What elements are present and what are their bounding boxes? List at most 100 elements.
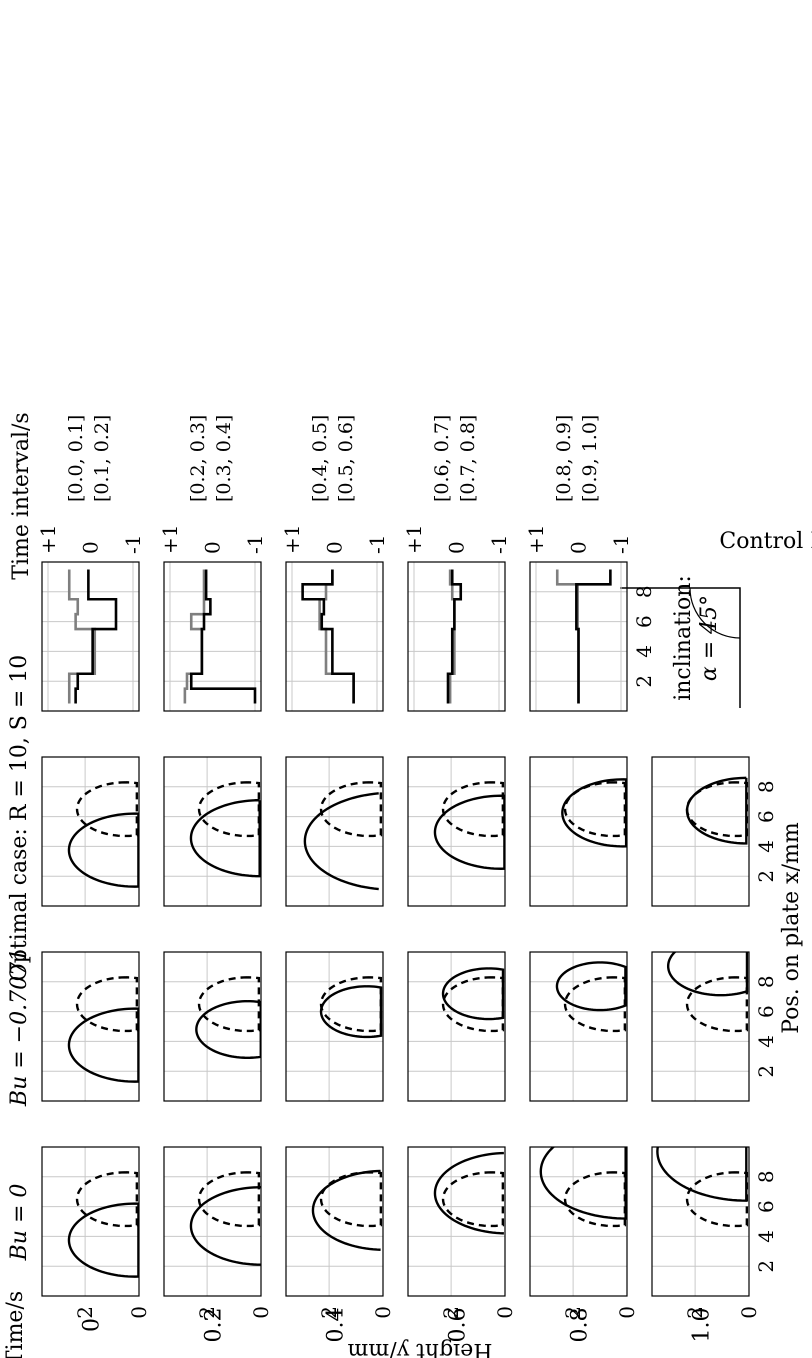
x-tick-label: 6 xyxy=(632,615,656,628)
droplet-panel xyxy=(529,951,628,1102)
y-tick-label: -1 xyxy=(365,535,389,554)
droplet-panel xyxy=(407,756,506,907)
droplet-panel xyxy=(285,756,384,907)
time-header: Time/s xyxy=(3,1291,28,1358)
droplet-panel: 02 xyxy=(407,1146,517,1319)
y-tick-label: -1 xyxy=(243,535,267,554)
angle-arc xyxy=(689,587,741,639)
droplet-shape xyxy=(685,776,748,845)
y-tick-label: 0 xyxy=(371,1306,395,1319)
droplet-panel xyxy=(529,756,628,907)
panel-frame xyxy=(41,1146,140,1297)
droplet-shape xyxy=(666,952,749,997)
panel-frame xyxy=(285,561,384,712)
panel-frame xyxy=(651,951,750,1102)
initial-drop xyxy=(319,1171,383,1228)
droplet-shape xyxy=(67,1202,139,1278)
y-tick-label: +1 xyxy=(402,525,426,554)
column-title-optimal: Optimal case: R = 10, S = 10 xyxy=(7,655,32,982)
y-tick-label: 2 xyxy=(317,1306,341,1319)
time-tick-label: 0.8 xyxy=(568,1308,593,1343)
droplet-shape xyxy=(67,1007,139,1083)
droplet-panel xyxy=(41,756,140,907)
panel-frame xyxy=(651,1146,750,1297)
x-tick-label: 4 xyxy=(754,840,778,853)
x-tick-label: 4 xyxy=(754,1230,778,1243)
y-tick-label: 0 xyxy=(127,1306,151,1319)
static-layer: Time/s Height y/mm Pos. on plate x/mm Bu… xyxy=(3,412,812,1358)
initial-drop xyxy=(563,976,627,1033)
panel-frame xyxy=(529,1146,628,1297)
initial-drop xyxy=(197,781,261,838)
initial-drop xyxy=(685,976,749,1033)
initial-drop xyxy=(441,1171,505,1228)
control-stairs-a xyxy=(575,569,612,704)
y-tick-label: +1 xyxy=(280,525,304,554)
x-tick-label: 8 xyxy=(754,780,778,793)
panel-frame xyxy=(285,1146,384,1297)
panel-frame xyxy=(285,756,384,907)
panel-frame xyxy=(529,756,628,907)
y-tick-label: 0 xyxy=(323,541,347,554)
inclination-icon xyxy=(620,587,741,708)
y-tick-label: 0 xyxy=(201,541,225,554)
droplet-shape xyxy=(189,799,261,878)
y-tick-label: +1 xyxy=(36,525,60,554)
panel-frame xyxy=(163,951,262,1102)
y-tick-label: 2 xyxy=(439,1306,463,1319)
initial-drop xyxy=(75,1171,139,1228)
initial-drop xyxy=(319,781,383,838)
plate-line xyxy=(620,587,741,708)
initial-drop xyxy=(563,1171,627,1228)
y-tick-label: 2 xyxy=(683,1306,707,1319)
y-tick-label: 2 xyxy=(73,1306,97,1319)
droplet-shape xyxy=(311,1169,381,1251)
x-tick-label: 2 xyxy=(754,1260,778,1273)
droplet-panel xyxy=(407,951,506,1102)
panel-frame xyxy=(529,561,628,712)
panel-frame xyxy=(529,951,628,1102)
initial-drop xyxy=(197,976,261,1033)
droplet-panel: 0 2 2 4 6 8 xyxy=(651,1146,778,1319)
rotated-figure: Time/s Height y/mm Pos. on plate x/mm Bu… xyxy=(3,412,812,1358)
y-tick-label: 0 xyxy=(445,541,469,554)
droplet-shape xyxy=(539,1147,627,1220)
interval-label-a: [0.0, 0.1] xyxy=(65,415,87,502)
time-tick-label: 1.0 xyxy=(690,1308,715,1343)
position-axis-label: Pos. on plate x/mm xyxy=(779,822,804,1034)
interval-label-b: [0.9, 1.0] xyxy=(579,415,601,502)
droplet-panel: 02 xyxy=(163,1146,273,1319)
inclination-label: inclination: xyxy=(671,575,696,701)
control-panel: +1 0 -1 [0.8, 0.9] [0.9, 1.0] 2 4 6 8 xyxy=(524,415,656,712)
initial-drop xyxy=(75,781,139,838)
droplet-shape xyxy=(433,1151,504,1235)
interval-label-b: [0.3, 0.4] xyxy=(213,415,235,502)
time-tick-label: 0.4 xyxy=(324,1308,349,1343)
droplet-shape xyxy=(433,794,505,870)
interval-label-b: [0.5, 0.6] xyxy=(335,415,357,502)
droplet-shape xyxy=(319,985,383,1039)
y-tick-label: -1 xyxy=(121,535,145,554)
panel-frame xyxy=(407,561,506,712)
time-tick-label: 0.6 xyxy=(446,1308,471,1343)
control-panel: +1 0 -1 [0.6, 0.7] [0.7, 0.8] xyxy=(402,415,511,712)
panel-frame xyxy=(163,561,262,712)
y-tick-label: 0 xyxy=(567,541,591,554)
control-stairs-b xyxy=(67,569,97,704)
panel-frame xyxy=(41,951,140,1102)
y-tick-label: 0 xyxy=(249,1306,273,1319)
plots-layer: 0 0.2 0.4 0.6 0.8 1.002 02 02 02 02 02246824682468… xyxy=(36,415,778,1343)
x-tick-label: 4 xyxy=(754,1035,778,1048)
droplet-panel: 02 xyxy=(285,1146,395,1319)
y-tick-label: 0 xyxy=(615,1306,639,1319)
control-stairs-a xyxy=(74,569,118,704)
initial-drop xyxy=(441,976,505,1033)
column-title-bu-neg: Bu = −0.7071 xyxy=(7,948,32,1107)
interval-label-a: [0.6, 0.7] xyxy=(431,415,453,502)
interval-label-a: [0.8, 0.9] xyxy=(553,415,575,502)
time-tick-label: 0 xyxy=(80,1318,105,1332)
panel-frame xyxy=(285,951,384,1102)
initial-drop xyxy=(319,976,383,1033)
initial-drop xyxy=(685,781,749,838)
